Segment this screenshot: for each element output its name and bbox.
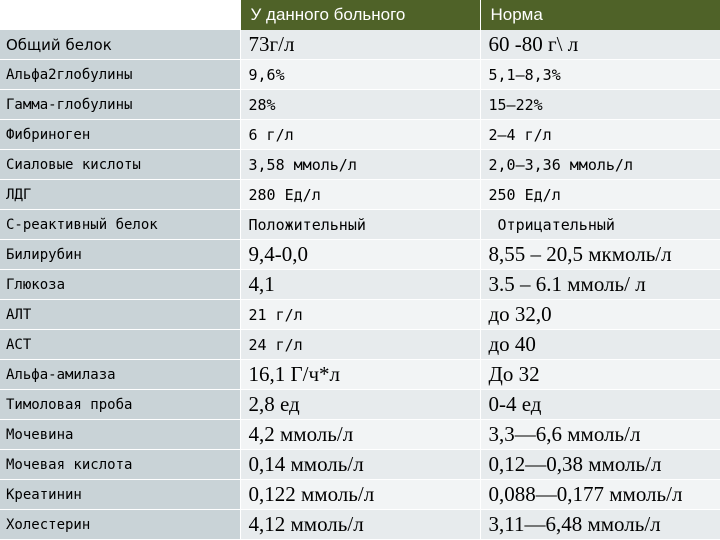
norm-value: 250 Ед/л [480,179,720,210]
patient-value: 16,1 Г/ч*л [240,359,481,390]
table-row: Мочевая кислота 0,14 ммоль/л 0,12—0,38 м… [0,449,720,480]
patient-value: 24 г/л [240,329,481,360]
parameter-name: Тимоловая проба [0,389,241,420]
table-row: Гамма-глобулины 28% 15—22% [0,89,720,120]
table-row: Альфа2глобулины 9,6% 5,1—8,3% [0,59,720,90]
norm-value: 5,1—8,3% [480,59,720,90]
table-row: АСТ 24 г/л до 40 [0,329,720,360]
norm-value: 60 -80 г\ л [480,30,720,60]
table-row: Тимоловая проба 2,8 ед 0-4 ед [0,389,720,420]
patient-value: 28% [240,89,481,120]
parameter-name: Глюкоза [0,269,241,300]
parameter-name: АСТ [0,329,241,360]
table-row: Сиаловые кислоты 3,58 ммоль/л 2,0—3,36 м… [0,149,720,180]
patient-value: 3,58 ммоль/л [240,149,481,180]
norm-value: 3,11—6,48 ммоль/л [480,509,720,540]
table-row: Мочевина 4,2 ммоль/л 3,3—6,6 ммоль/л [0,419,720,450]
parameter-name: Мочевая кислота [0,449,241,480]
norm-value: 0,088—0,177 ммоль/л [480,479,720,510]
table-row: АЛТ 21 г/л до 32,0 [0,299,720,330]
patient-value: 6 г/л [240,119,481,150]
table-row: Фибриноген 6 г/л 2—4 г/л [0,119,720,150]
parameter-name: Холестерин [0,509,241,540]
header-patient: У данного больного [240,0,481,30]
patient-value: 2,8 ед [240,389,481,420]
patient-value: 9,4-0,0 [240,239,481,270]
parameter-name: Фибриноген [0,119,241,150]
norm-value: 3,3—6,6 ммоль/л [480,419,720,450]
norm-value: 0,12—0,38 ммоль/л [480,449,720,480]
table-row: Глюкоза 4,1 3.5 – 6.1 ммоль/ л [0,269,720,300]
norm-value: 8,55 – 20,5 мкмоль/л [480,239,720,270]
table-row: Общий белок 73г/л 60 -80 г\ л [0,30,720,60]
patient-value: 4,12 ммоль/л [240,509,481,540]
norm-value: 15—22% [480,89,720,120]
header-blank-cell [0,0,241,30]
norm-value: До 32 [480,359,720,390]
table-row: Креатинин 0,122 ммоль/л 0,088—0,177 ммол… [0,479,720,510]
norm-value: до 32,0 [480,299,720,330]
patient-value: 21 г/л [240,299,481,330]
parameter-name: Креатинин [0,479,241,510]
parameter-name: Мочевина [0,419,241,450]
parameter-name: Сиаловые кислоты [0,149,241,180]
norm-value: Отрицательный [480,209,720,240]
header-row: У данного больного Норма [0,0,720,30]
patient-value: 4,2 ммоль/л [240,419,481,450]
norm-value: до 40 [480,329,720,360]
table-row: С-реактивный белок Положительный Отрицат… [0,209,720,240]
patient-value: Положительный [240,209,481,240]
norm-value: 0-4 ед [480,389,720,420]
patient-value: 73г/л [240,30,481,60]
parameter-name: Гамма-глобулины [0,89,241,120]
parameter-name: Общий белок [0,30,241,60]
patient-value: 280 Ед/л [240,179,481,210]
parameter-name: АЛТ [0,299,241,330]
table-row: Билирубин 9,4-0,0 8,55 – 20,5 мкмоль/л [0,239,720,270]
patient-value: 0,14 ммоль/л [240,449,481,480]
table-row: Холестерин 4,12 ммоль/л 3,11—6,48 ммоль/… [0,509,720,540]
parameter-name: Альфа2глобулины [0,59,241,90]
norm-value: 3.5 – 6.1 ммоль/ л [480,269,720,300]
patient-value: 0,122 ммоль/л [240,479,481,510]
table-row: Альфа-амилаза 16,1 Г/ч*л До 32 [0,359,720,390]
norm-value: 2,0—3,36 ммоль/л [480,149,720,180]
parameter-name: Билирубин [0,239,241,270]
patient-value: 4,1 [240,269,481,300]
parameter-name: ЛДГ [0,179,241,210]
norm-value: 2—4 г/л [480,119,720,150]
parameter-name: Альфа-амилаза [0,359,241,390]
table-row: ЛДГ 280 Ед/л 250 Ед/л [0,179,720,210]
patient-value: 9,6% [240,59,481,90]
header-norm: Норма [480,0,720,30]
parameter-name: С-реактивный белок [0,209,241,240]
